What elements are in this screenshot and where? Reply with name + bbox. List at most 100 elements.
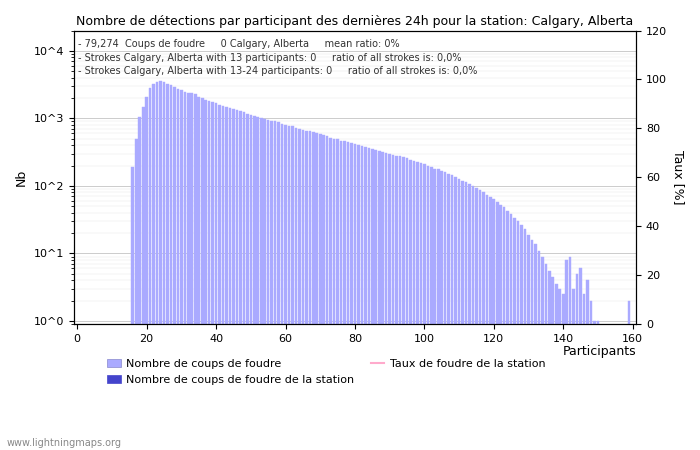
Bar <box>319 135 321 450</box>
Bar <box>534 243 537 450</box>
Bar <box>350 143 353 450</box>
Bar <box>218 104 221 450</box>
Bar <box>582 294 585 450</box>
Bar <box>173 87 176 450</box>
Bar <box>291 126 294 450</box>
Bar <box>354 144 356 450</box>
Bar <box>249 115 252 450</box>
Bar <box>426 166 429 450</box>
Bar <box>479 190 481 450</box>
Bar <box>392 155 394 450</box>
Bar <box>316 133 318 450</box>
Bar <box>371 149 374 450</box>
Bar <box>520 225 523 450</box>
Bar <box>211 102 214 450</box>
Bar <box>412 161 415 450</box>
Bar <box>538 251 540 450</box>
Bar <box>454 177 457 450</box>
Bar <box>222 106 224 450</box>
Bar <box>302 130 304 450</box>
Bar <box>527 234 530 450</box>
Bar <box>149 88 151 450</box>
Bar <box>236 110 238 450</box>
Bar <box>160 81 162 450</box>
Bar <box>281 123 284 450</box>
Bar <box>437 170 440 450</box>
Bar <box>326 136 328 450</box>
Bar <box>169 85 172 450</box>
Bar <box>580 268 582 450</box>
Bar <box>444 172 447 450</box>
Y-axis label: Nb: Nb <box>15 169 28 186</box>
Bar <box>239 111 241 450</box>
Bar <box>552 277 554 450</box>
Title: Nombre de détections par participant des dernières 24h pour la station: Calgary,: Nombre de détections par participant des… <box>76 15 634 28</box>
Bar <box>176 89 179 450</box>
Bar <box>503 207 505 450</box>
Text: Participants: Participants <box>563 345 636 358</box>
Bar <box>545 264 547 450</box>
Text: - 79,274  Coups de foudre     0 Calgary, Alberta     mean ratio: 0%
- Strokes Ca: - 79,274 Coups de foudre 0 Calgary, Albe… <box>78 39 477 76</box>
Bar <box>146 97 148 450</box>
Bar <box>628 301 631 450</box>
Bar <box>517 221 519 450</box>
Bar <box>284 125 287 450</box>
Bar <box>410 160 412 450</box>
Bar <box>465 182 468 450</box>
Bar <box>225 107 228 450</box>
Bar <box>323 135 325 450</box>
Bar <box>499 204 502 450</box>
Bar <box>208 101 211 450</box>
Bar <box>270 121 273 450</box>
Bar <box>399 156 401 450</box>
Bar <box>343 141 346 450</box>
Bar <box>510 214 512 450</box>
Bar <box>201 98 204 450</box>
Bar <box>593 321 596 450</box>
Bar <box>433 169 436 450</box>
Bar <box>382 152 384 450</box>
Bar <box>360 146 363 450</box>
Bar <box>204 99 207 450</box>
Y-axis label: Taux [%]: Taux [%] <box>672 150 685 205</box>
Bar <box>378 151 381 450</box>
Bar <box>295 128 298 450</box>
Bar <box>458 179 461 450</box>
Bar <box>229 108 231 450</box>
Bar <box>162 82 165 450</box>
Bar <box>180 90 183 450</box>
Bar <box>153 84 155 450</box>
Bar <box>232 109 234 450</box>
Legend: Nombre de coups de foudre, Nombre de coups de foudre de la station, Taux de foud: Nombre de coups de foudre, Nombre de cou… <box>107 359 545 385</box>
Bar <box>190 93 193 450</box>
Bar <box>312 132 314 450</box>
Bar <box>183 91 186 450</box>
Bar <box>253 116 256 450</box>
Bar <box>596 321 599 450</box>
Bar <box>489 197 491 450</box>
Bar <box>305 130 307 450</box>
Bar <box>194 94 197 450</box>
Bar <box>569 256 571 450</box>
Bar <box>340 140 342 450</box>
Bar <box>332 139 335 450</box>
Bar <box>493 199 495 450</box>
Bar <box>267 120 270 450</box>
Bar <box>461 180 464 450</box>
Bar <box>336 140 339 450</box>
Bar <box>589 301 592 450</box>
Bar <box>576 274 578 450</box>
Bar <box>246 113 248 450</box>
Bar <box>472 186 475 450</box>
Bar <box>562 294 564 450</box>
Bar <box>395 156 398 450</box>
Bar <box>288 126 290 450</box>
Bar <box>156 81 158 450</box>
Bar <box>486 195 488 450</box>
Bar <box>506 211 509 450</box>
Bar <box>524 229 526 450</box>
Bar <box>440 171 443 450</box>
Bar <box>406 158 408 450</box>
Bar <box>368 148 370 450</box>
Bar <box>346 143 349 450</box>
